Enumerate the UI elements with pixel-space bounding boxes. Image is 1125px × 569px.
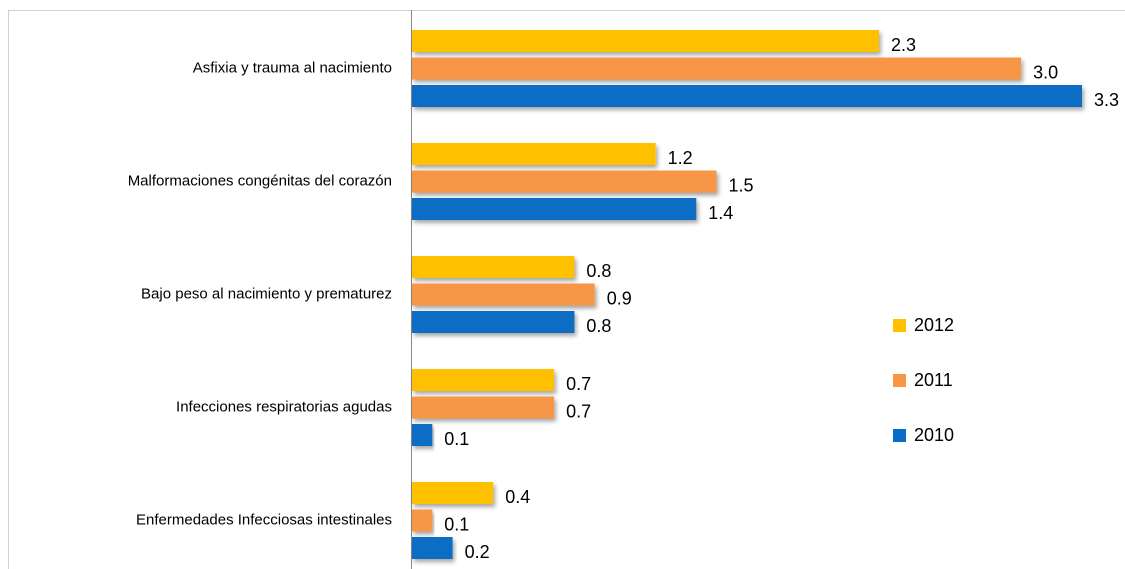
bar bbox=[412, 57, 1022, 80]
category-label: Malformaciones congénitas del corazón bbox=[128, 172, 392, 189]
bar bbox=[412, 424, 433, 446]
bar bbox=[412, 85, 1082, 107]
value-label: 2.3 bbox=[891, 35, 916, 55]
value-label: 1.4 bbox=[708, 203, 733, 223]
bar bbox=[412, 509, 433, 532]
bar bbox=[412, 198, 697, 220]
legend-swatch bbox=[893, 319, 906, 332]
value-label: 3.0 bbox=[1033, 62, 1058, 82]
value-label: 0.7 bbox=[566, 374, 591, 394]
bar bbox=[412, 482, 494, 504]
legend-swatch bbox=[893, 429, 906, 442]
category-label: Infecciones respiratorias agudas bbox=[176, 398, 392, 415]
bar bbox=[412, 143, 656, 165]
legend-swatch bbox=[893, 374, 906, 387]
bar bbox=[412, 396, 555, 419]
bar bbox=[412, 311, 575, 333]
value-label: 3.3 bbox=[1094, 90, 1119, 110]
category-label: Asfixia y trauma al nacimiento bbox=[193, 59, 392, 76]
bar bbox=[412, 283, 595, 306]
category-label: Enfermedades Infecciosas intestinales bbox=[136, 511, 392, 528]
category-label: Bajo peso al nacimiento y prematurez bbox=[141, 285, 392, 302]
value-label: 0.1 bbox=[444, 429, 469, 449]
bar bbox=[412, 369, 555, 391]
value-label: 0.2 bbox=[465, 542, 490, 562]
bar bbox=[412, 256, 575, 278]
bar bbox=[412, 170, 717, 193]
value-label: 1.2 bbox=[668, 148, 693, 168]
value-label: 1.5 bbox=[729, 175, 754, 195]
bar bbox=[412, 537, 453, 559]
bar bbox=[412, 30, 879, 52]
value-label: 0.8 bbox=[586, 261, 611, 281]
legend-label: 2011 bbox=[914, 370, 953, 390]
value-label: 0.9 bbox=[607, 288, 632, 308]
legend-label: 2010 bbox=[914, 425, 954, 445]
value-label: 0.4 bbox=[505, 487, 530, 507]
value-label: 0.7 bbox=[566, 401, 591, 421]
value-label: 0.8 bbox=[586, 316, 611, 336]
legend-label: 2012 bbox=[914, 315, 954, 335]
value-label: 0.1 bbox=[444, 514, 469, 534]
